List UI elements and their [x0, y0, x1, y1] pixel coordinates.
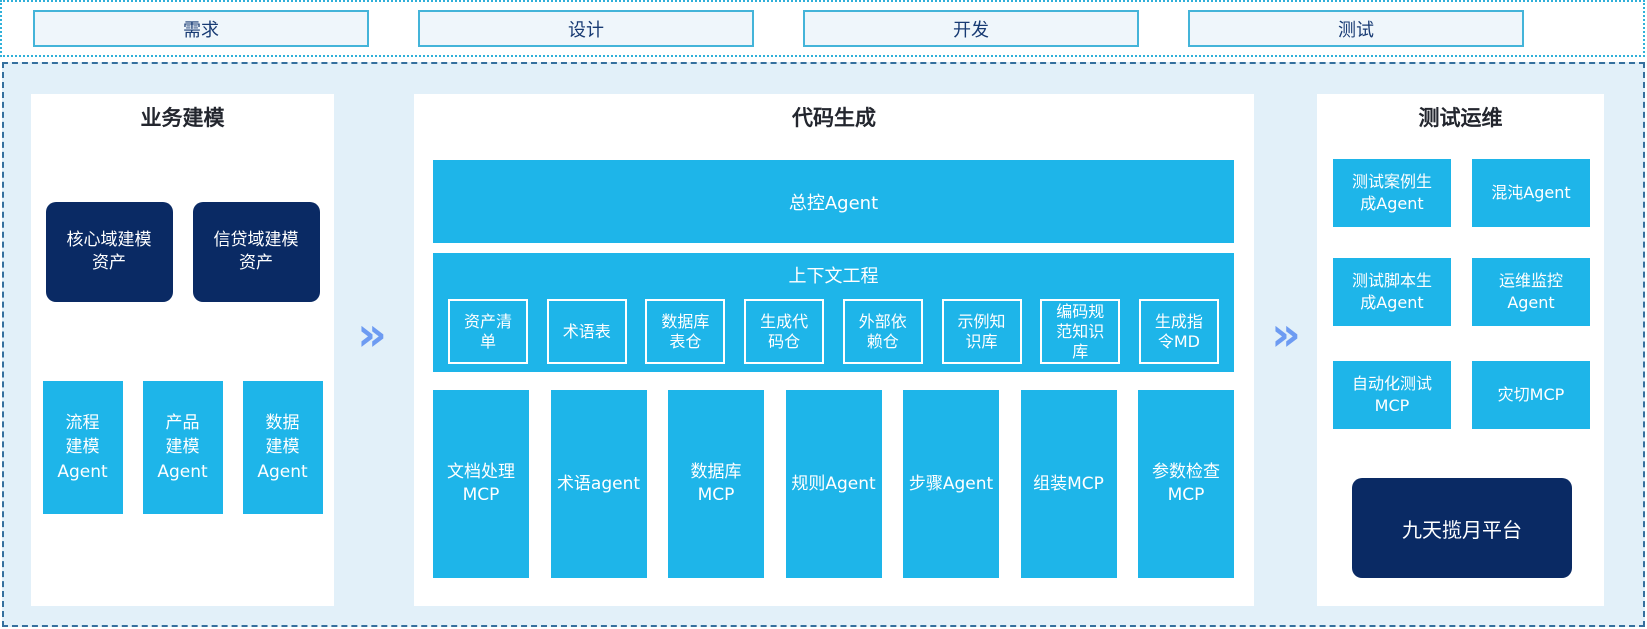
- phase-box-testing: 测试: [1188, 10, 1524, 47]
- phase-box-design: 设计: [418, 10, 754, 47]
- pipeline-frame: 业务建模 核心域建模 资产 信贷域建模 资产 流程 建模 Agent 产品 建模…: [2, 62, 1645, 627]
- glossary-box: 术语表: [546, 299, 627, 364]
- product-modeling-agent-box: 产品 建模 Agent: [142, 381, 223, 514]
- step-agent-box: 步骤Agent: [903, 390, 999, 578]
- coding-standards-kb-box: 编码规 范知识 库: [1040, 299, 1121, 364]
- param-check-mcp-box: 参数检查 MCP: [1138, 390, 1234, 578]
- chaos-agent-box: 混沌Agent: [1472, 159, 1590, 227]
- modeling-asset-row: 核心域建模 资产 信贷域建模 资产: [31, 202, 334, 302]
- context-engineering-panel: 上下文工程 资产清 单 术语表 数据库 表仓 生成代 码仓 外部依 赖仓 示例知…: [433, 253, 1234, 372]
- phase-strip: 需求 设计 开发 测试: [0, 0, 1645, 57]
- process-modeling-agent-box: 流程 建模 Agent: [42, 381, 123, 514]
- doc-processing-mcp-box: 文档处理 MCP: [433, 390, 529, 578]
- example-knowledge-base-box: 示例知 识库: [941, 299, 1022, 364]
- disaster-switch-mcp-box: 灾切MCP: [1472, 361, 1590, 429]
- test-ops-title: 测试运维: [1418, 106, 1503, 130]
- glossary-agent-box: 术语agent: [550, 390, 647, 578]
- flow-arrow-icon: »: [1271, 307, 1301, 361]
- code-generation-panel: 代码生成 总控Agent 上下文工程 资产清 单 术语表 数据库 表仓 生成代 …: [414, 94, 1254, 606]
- modeling-agent-row: 流程 建模 Agent 产品 建模 Agent 数据 建模 Agent: [31, 381, 334, 514]
- database-mcp-box: 数据库 MCP: [668, 390, 764, 578]
- test-ops-panel: 测试运维 测试案例生 成Agent 混沌Agent 测试脚本生 成Agent 运…: [1317, 94, 1604, 606]
- automated-test-mcp-box: 自动化测试 MCP: [1333, 361, 1451, 429]
- flow-arrow-icon: »: [357, 307, 387, 361]
- test-script-gen-agent-box: 测试脚本生 成Agent: [1333, 258, 1451, 326]
- credit-domain-asset-box: 信贷域建模 资产: [192, 202, 320, 302]
- test-case-gen-agent-box: 测试案例生 成Agent: [1333, 159, 1451, 227]
- generation-instruction-md-box: 生成指 令MD: [1138, 299, 1219, 364]
- external-deps-repo-box: 外部依 赖仓: [842, 299, 923, 364]
- business-modeling-panel: 业务建模 核心域建模 资产 信贷域建模 资产 流程 建模 Agent 产品 建模…: [31, 94, 334, 606]
- code-generation-title: 代码生成: [792, 106, 876, 130]
- generated-code-repo-box: 生成代 码仓: [744, 299, 825, 364]
- business-modeling-title: 业务建模: [140, 106, 225, 130]
- tool-agent-row: 文档处理 MCP 术语agent 数据库 MCP 规则Agent 步骤Agent…: [433, 390, 1234, 578]
- asset-list-box: 资产清 单: [448, 299, 528, 364]
- phase-box-development: 开发: [803, 10, 1139, 47]
- rule-agent-box: 规则Agent: [785, 390, 882, 578]
- master-agent-bar: 总控Agent: [433, 160, 1234, 243]
- data-modeling-agent-box: 数据 建模 Agent: [242, 381, 323, 514]
- jiutian-lanyue-platform-box: 九天揽月平台: [1352, 478, 1572, 578]
- assembly-mcp-box: 组装MCP: [1020, 390, 1117, 578]
- phase-box-requirements: 需求: [33, 10, 369, 47]
- context-item-row: 资产清 单 术语表 数据库 表仓 生成代 码仓 外部依 赖仓 示例知 识库 编码…: [448, 299, 1219, 364]
- ops-monitoring-agent-box: 运维监控 Agent: [1472, 258, 1590, 326]
- core-domain-asset-box: 核心域建模 资产: [45, 202, 173, 302]
- context-engineering-title: 上下文工程: [788, 266, 879, 287]
- db-table-repo-box: 数据库 表仓: [645, 299, 726, 364]
